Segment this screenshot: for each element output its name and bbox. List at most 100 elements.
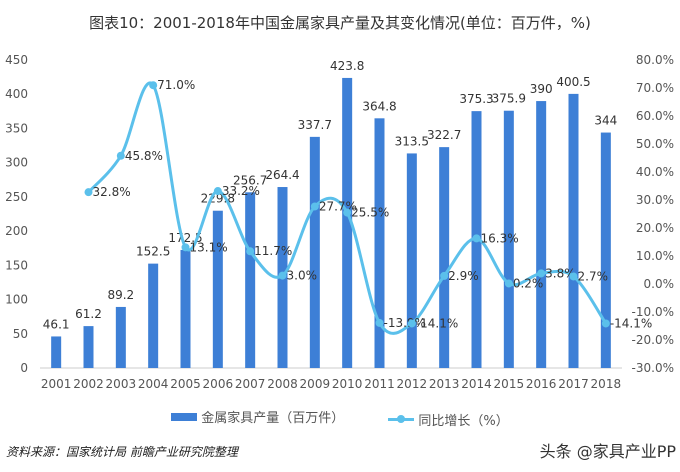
growth-data-label: -14.1% [610,316,652,330]
x-axis-tick: 2004 [138,377,169,391]
bar [503,110,514,368]
growth-data-label: 33.2% [222,184,260,198]
growth-data-label: 13.1% [190,240,228,254]
growth-data-label: 2.7% [578,269,609,283]
growth-data-label: 3.0% [287,269,318,283]
growth-point [472,234,481,243]
bar [148,263,159,368]
growth-data-label: -14.1% [416,316,458,330]
left-axis-tick: 300 [5,156,28,170]
bar [180,249,191,368]
legend-item-growth[interactable]: 同比增长（%） [388,410,509,429]
bar [309,136,320,368]
growth-data-label: 3.8% [545,266,576,280]
bar [212,210,223,368]
legend-label: 同比增长（%） [418,413,509,429]
growth-point [116,151,125,160]
bar-data-label: 400.5 [556,75,590,89]
bar-data-label: 172.5 [168,231,202,245]
growth-point [246,247,255,256]
growth-point [601,319,610,328]
growth-data-label: 71.0% [157,78,195,92]
x-axis-tick: 2006 [203,377,234,391]
right-axis-tick: 60.0% [636,109,674,123]
growth-data-label: 11.7% [254,244,292,258]
growth-point [343,208,352,217]
bar-data-label: 375.3 [459,92,493,106]
x-axis-tick: 2012 [397,377,428,391]
left-axis-tick: 0 [20,361,28,375]
left-axis-tick: 200 [5,224,28,238]
growth-point [149,81,158,90]
right-axis-tick: 0.0% [644,277,675,291]
bar-data-label: 337.7 [298,118,332,132]
bar [568,93,579,368]
growth-data-label: 32.8% [93,185,131,199]
bar-data-label: 423.8 [330,59,364,73]
bar [342,77,353,369]
x-axis-tick: 2001 [41,377,72,391]
x-axis-tick: 2010 [332,377,363,391]
bar-data-label: 364.8 [362,99,396,113]
watermark: 头条 @家具产业PP [539,442,676,461]
bar [536,101,547,369]
left-axis-tick: 250 [5,190,28,204]
bar-data-label: 152.5 [136,245,170,259]
right-axis-tick: 30.0% [636,193,674,207]
right-axis-tick: 50.0% [636,137,674,151]
bar-data-label: 264.4 [265,168,299,182]
left-axis-tick: 450 [5,53,28,67]
bar-data-label: 375.9 [492,92,526,106]
bar-data-label: 61.2 [75,307,102,321]
x-axis-tick: 2011 [364,377,395,391]
growth-point [213,187,222,196]
x-axis-tick: 2008 [267,377,298,391]
bar [374,118,385,368]
x-axis-tick: 2005 [170,377,201,391]
left-axis-tick: 400 [5,87,28,101]
bar-data-label: 256.7 [233,173,267,187]
right-axis-tick: 20.0% [636,221,674,235]
growth-point [504,279,513,288]
bar-data-label: 322.7 [427,128,461,142]
bar [245,192,256,368]
legend-label: 金属家具产量（百万件） [201,411,345,426]
x-axis-tick: 2014 [461,377,492,391]
right-axis-tick: 80.0% [636,53,674,67]
left-axis-tick: 50 [13,327,28,341]
x-axis-tick: 2015 [494,377,525,391]
bar [83,326,94,368]
bar [406,153,417,368]
left-axis-tick: 350 [5,121,28,135]
growth-data-label: 16.3% [481,231,519,245]
x-axis-tick: 2016 [526,377,557,391]
right-axis-tick: -20.0% [632,333,674,347]
growth-point [375,318,384,327]
x-axis-tick: 2017 [558,377,589,391]
x-axis-tick: 2003 [106,377,137,391]
source-note: 资料来源：国家统计局 前瞻产业研究院整理 [6,445,238,459]
left-axis-tick: 150 [5,258,28,272]
growth-point [440,271,449,280]
bar [51,336,62,368]
growth-point [407,319,416,328]
bar-data-label: 89.2 [107,288,134,302]
growth-data-label: 0.2% [513,276,544,290]
chart-plot: 0 50 100 150 200 250 300 350 400 450 -30.0% -20.0% -… [5,53,675,391]
x-axis-tick: 2002 [73,377,104,391]
legend: 金属家具产量（百万件） 同比增长（%） [0,407,680,429]
growth-data-label: -13.9% [384,316,426,330]
bar-data-label: 390 [530,82,553,96]
right-axis-tick: -10.0% [632,305,674,319]
left-axis-tick: 100 [5,293,28,307]
legend-item-production[interactable]: 金属家具产量（百万件） [171,407,344,426]
bar [600,132,611,368]
x-axis-tick: 2007 [235,377,266,391]
growth-point [278,271,287,280]
growth-point [181,243,190,252]
bar-data-label: 344 [594,114,617,128]
right-axis-tick: 10.0% [636,249,674,263]
bar-data-label: 313.5 [395,134,429,148]
growth-data-label: 2.9% [448,269,479,283]
